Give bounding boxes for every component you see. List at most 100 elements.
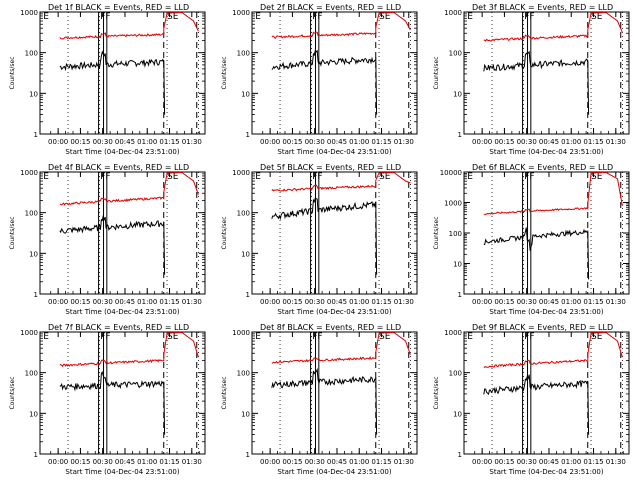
x-tick-label: 01:30 [606,138,626,146]
y-tick-label: 100 [237,210,250,218]
x-tick-label: 01:30 [182,138,202,146]
events-series-line [271,48,378,115]
region-label: FF [100,12,110,22]
x-tick-label: 00:15 [494,138,514,146]
x-tick-label: 00:00 [472,458,492,466]
chart-title: Det 6f BLACK = Events, RED = LLD [472,163,613,172]
y-tick-label: 100 [237,370,250,378]
events-series-line [271,367,378,435]
region-label: E [467,332,473,342]
region-label: SE [379,12,391,22]
x-tick-label: 00:15 [70,458,90,466]
x-axis-label: Start Time (04-Dec-04 23:51:00) [489,148,603,156]
y-tick-label: 100 [25,50,38,58]
x-tick-label: 00:00 [48,138,68,146]
chart-panel: Det 1f BLACK = Events, RED = LLD Counts/s… [9,3,206,156]
y-tick-label: 10 [241,250,250,258]
x-tick-label: 00:00 [48,298,68,306]
region-label: E [255,172,261,182]
lld-series-line [59,331,199,368]
x-tick-label: 00:15 [282,458,302,466]
chart-panel: Det 2f BLACK = Events, RED = LLD Counts/s… [221,3,418,156]
plot-frame [463,11,630,135]
x-tick-label: 01:00 [561,138,581,146]
x-tick-label: 00:30 [517,138,537,146]
chart-panel: Det 6f BLACK = Events, RED = LLD Counts/s… [433,163,630,316]
y-tick-label: 1000 [232,169,250,177]
region-label: E [43,172,49,182]
y-tick-label: 100 [449,370,462,378]
y-tick-label: 10 [453,261,462,269]
x-tick-label: 01:00 [561,298,581,306]
y-tick-label: 10 [453,410,462,418]
y-tick-label: 10 [241,90,250,98]
y-tick-label: 1000 [20,169,38,177]
x-tick-label: 00:45 [327,298,347,306]
chart-title: Det 5f BLACK = Events, RED = LLD [260,163,401,172]
events-series-line [59,215,166,275]
chart-panel: Det 8f BLACK = Events, RED = LLD Counts/s… [221,323,418,476]
y-axis-label: Counts/sec [9,56,16,89]
x-axis-label: Start Time (04-Dec-04 23:51:00) [277,468,391,476]
plot-frame [251,331,418,455]
x-tick-label: 00:15 [494,458,514,466]
chart-title: Det 3f BLACK = Events, RED = LLD [472,3,613,12]
region-label: FF [312,332,322,342]
region-label: E [255,332,261,342]
x-tick-label: 00:00 [260,458,280,466]
x-tick-label: 01:00 [137,298,157,306]
chart-panel: Det 7f BLACK = Events, RED = LLD Counts/s… [9,323,206,476]
x-tick-label: 00:45 [115,138,135,146]
lld-series-line [483,331,623,369]
y-tick-label: 1000 [444,329,462,337]
y-tick-label: 1 [34,291,38,299]
x-tick-label: 00:30 [93,298,113,306]
x-tick-label: 01:15 [371,298,391,306]
x-tick-label: 00:00 [472,298,492,306]
region-label: SE [591,172,603,182]
plot-frame [251,171,418,295]
y-tick-label: 1000 [232,9,250,17]
x-tick-label: 01:15 [159,138,179,146]
x-tick-label: 01:30 [394,458,414,466]
x-axis-label: Start Time (04-Dec-04 23:51:00) [277,148,391,156]
region-label: E [467,12,473,22]
y-tick-label: 1000 [444,200,462,208]
y-tick-label: 10000 [440,169,462,177]
lld-series-line [483,11,623,42]
y-tick-label: 1 [34,131,38,139]
events-series-line [271,196,378,275]
x-tick-label: 01:15 [371,138,391,146]
region-label: SE [379,172,391,182]
region-label: FF [100,332,110,342]
x-tick-label: 01:30 [182,298,202,306]
x-tick-label: 00:30 [305,138,325,146]
lld-series-line [271,11,411,39]
y-tick-label: 1 [246,451,250,459]
region-label: SE [591,332,603,342]
y-axis-label: Counts/sec [433,216,440,249]
plot-frame [39,331,206,455]
x-axis-label: Start Time (04-Dec-04 23:51:00) [277,308,391,316]
x-tick-label: 01:00 [561,458,581,466]
x-axis-label: Start Time (04-Dec-04 23:51:00) [489,308,603,316]
x-tick-label: 00:45 [115,298,135,306]
y-tick-label: 100 [449,50,462,58]
x-tick-label: 01:15 [583,458,603,466]
x-tick-label: 01:15 [583,138,603,146]
region-label: SE [379,332,391,342]
region-label: FF [524,332,534,342]
x-tick-label: 00:30 [517,298,537,306]
x-tick-label: 01:00 [349,138,369,146]
x-tick-label: 00:00 [260,298,280,306]
region-label: E [255,12,261,22]
x-axis-label: Start Time (04-Dec-04 23:51:00) [65,148,179,156]
y-tick-label: 10 [29,410,38,418]
events-series-line [59,50,166,115]
x-tick-label: 00:00 [472,138,492,146]
region-label: SE [591,12,603,22]
region-label: FF [312,12,322,22]
chart-panel: Det 9f BLACK = Events, RED = LLD Counts/s… [433,323,630,476]
x-axis-label: Start Time (04-Dec-04 23:51:00) [489,468,603,476]
lld-series-line [59,171,199,206]
